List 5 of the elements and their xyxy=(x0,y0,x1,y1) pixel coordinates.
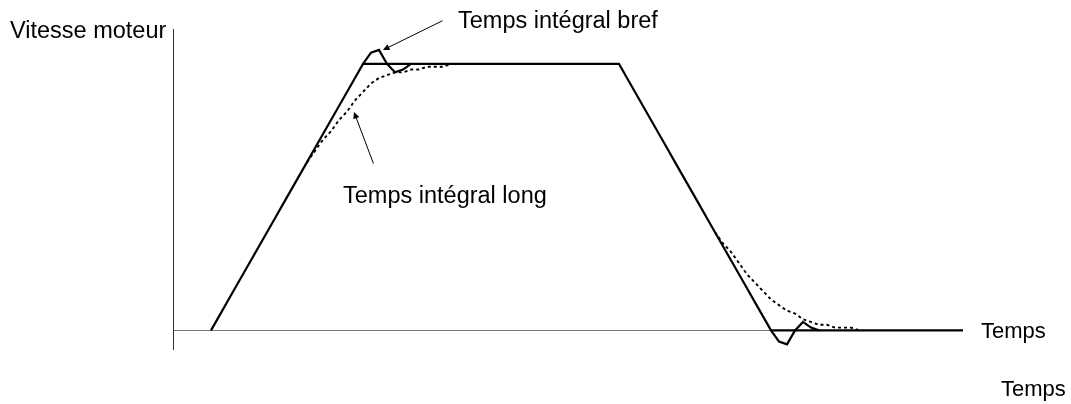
x-axis-title: Temps xyxy=(981,318,1046,343)
y-axis-title: Vitesse moteur xyxy=(10,17,167,43)
annotation: Temps intégral long xyxy=(343,182,547,208)
text: Temps xyxy=(1001,376,1066,401)
text: Temps intégral bref xyxy=(458,7,659,33)
